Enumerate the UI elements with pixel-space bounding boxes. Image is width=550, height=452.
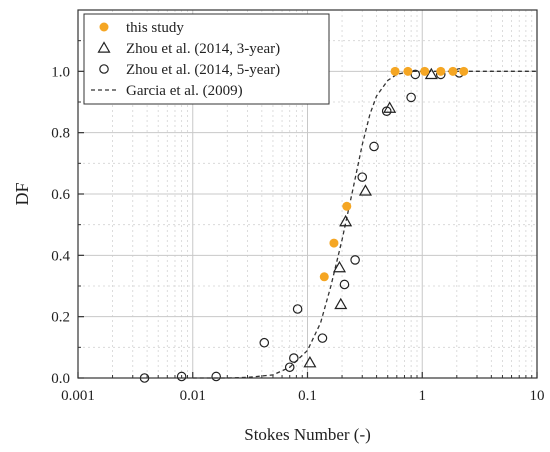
legend-marker <box>99 22 109 32</box>
data-point <box>339 279 350 290</box>
data-point <box>436 66 446 76</box>
data-point <box>369 141 379 152</box>
data-point <box>211 371 221 382</box>
data-point <box>284 362 295 373</box>
data-point <box>319 272 329 282</box>
data-point <box>350 255 360 265</box>
data-point <box>176 371 187 382</box>
data-markers <box>139 66 469 383</box>
legend-marker <box>99 64 109 74</box>
x-axis-label: Stokes Number (-) <box>244 425 371 444</box>
data-point <box>390 66 400 76</box>
legend-marker <box>97 41 111 53</box>
data-point <box>383 101 397 113</box>
data-point <box>358 184 372 196</box>
data-point <box>459 66 469 76</box>
y-tick-label: 0.2 <box>51 310 70 326</box>
x-tick-label: 1 <box>419 388 427 404</box>
x-tick-label: 0.01 <box>180 388 206 404</box>
data-point <box>292 304 303 314</box>
data-point <box>406 92 416 103</box>
data-point <box>424 67 438 80</box>
legend-label: this study <box>126 20 184 36</box>
data-point <box>289 353 299 363</box>
legend: this study Zhou et al. (2014, 3-year) Zhou… <box>83 13 330 105</box>
y-tick-label: 1.0 <box>51 64 70 80</box>
y-tick-label: 0.6 <box>51 187 70 203</box>
axis-ticks: 0.001 0.01 0.1 1 10 0.0 0.2 0.4 0.6 0.8 1.0 <box>51 40 545 404</box>
x-tick-label: 0.1 <box>298 388 317 404</box>
curve-layer <box>192 70 537 379</box>
data-point <box>357 172 368 182</box>
data-point <box>329 238 339 248</box>
legend-label: Zhou et al. (2014, 3-year) <box>126 41 280 57</box>
y-tick-label: 0.0 <box>51 371 70 387</box>
data-point <box>448 66 458 76</box>
data-point <box>259 337 270 348</box>
data-point <box>339 214 353 227</box>
legend-box <box>83 13 330 105</box>
data-point <box>317 333 328 343</box>
garcia-curve <box>192 70 537 379</box>
data-point <box>334 297 348 310</box>
data-point <box>403 66 413 76</box>
x-tick-label: 0.001 <box>61 388 95 404</box>
data-point <box>332 260 347 273</box>
data-point <box>303 355 317 368</box>
x-tick-label: 10 <box>530 388 545 404</box>
y-tick-label: 0.8 <box>51 126 70 142</box>
legend-label: Garcia et al. (2009) <box>126 83 243 99</box>
data-point <box>420 66 430 76</box>
legend-label: Zhou et al. (2014, 5-year) <box>126 62 280 78</box>
y-tick-label: 0.4 <box>51 248 70 264</box>
y-axis-label: DF <box>12 182 32 205</box>
data-point <box>342 201 352 211</box>
